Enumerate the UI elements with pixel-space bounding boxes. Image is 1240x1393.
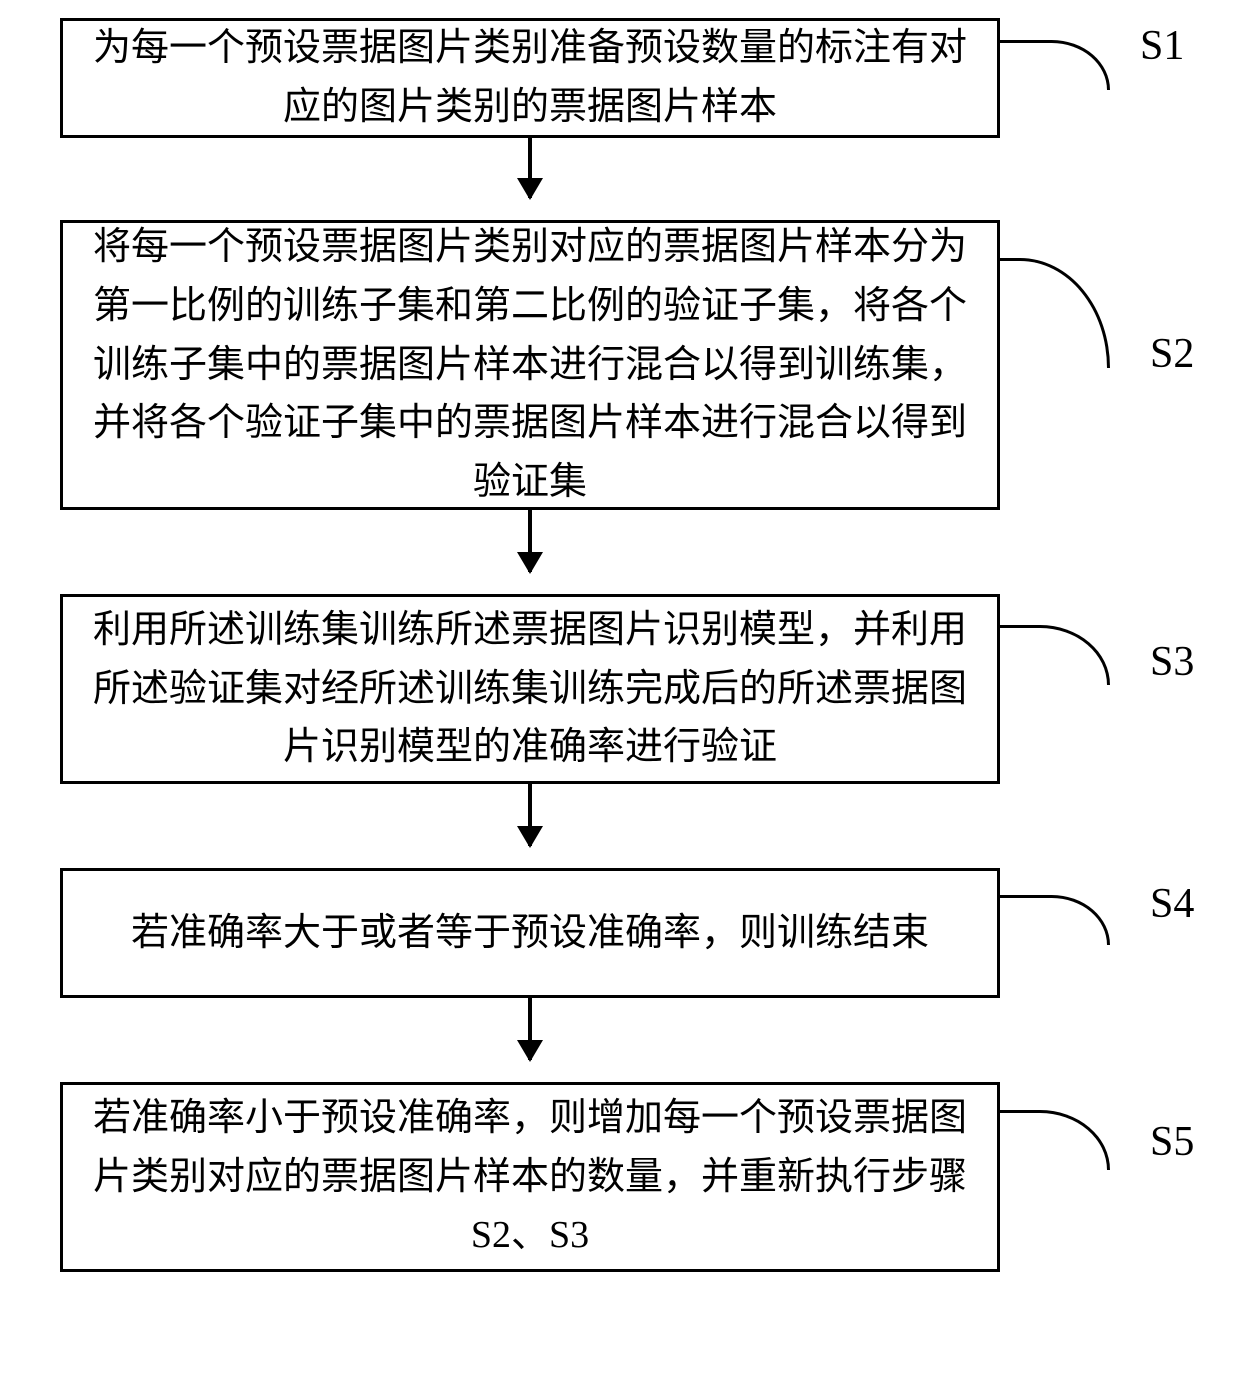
label-connector — [1000, 895, 1110, 945]
flow-arrow — [528, 998, 532, 1060]
flow-step-s1: 为每一个预设票据图片类别准备预设数量的标注有对应的图片类别的票据图片样本 — [60, 18, 1000, 138]
flow-step-text: 若准确率小于预设准确率，则增加每一个预设票据图片类别对应的票据图片样本的数量，并… — [91, 1089, 969, 1266]
flow-step-box: 利用所述训练集训练所述票据图片识别模型，并利用所述验证集对经所述训练集训练完成后… — [60, 594, 1000, 784]
step-label-s2: S2 — [1150, 330, 1194, 378]
flow-step-box: 为每一个预设票据图片类别准备预设数量的标注有对应的图片类别的票据图片样本 — [60, 18, 1000, 138]
step-label-s3: S3 — [1150, 638, 1194, 686]
flow-step-text: 为每一个预设票据图片类别准备预设数量的标注有对应的图片类别的票据图片样本 — [91, 19, 969, 137]
flow-step-text: 若准确率大于或者等于预设准确率，则训练结束 — [131, 904, 929, 963]
label-connector — [1000, 625, 1110, 685]
flow-arrow — [528, 138, 532, 198]
step-label-s1: S1 — [1140, 22, 1184, 70]
flow-step-text: 利用所述训练集训练所述票据图片识别模型，并利用所述验证集对经所述训练集训练完成后… — [91, 601, 969, 778]
flow-step-text: 将每一个预设票据图片类别对应的票据图片样本分为第一比例的训练子集和第二比例的验证… — [91, 218, 969, 512]
label-connector — [1000, 40, 1110, 90]
flow-step-box: 若准确率小于预设准确率，则增加每一个预设票据图片类别对应的票据图片样本的数量，并… — [60, 1082, 1000, 1272]
flow-step-box: 将每一个预设票据图片类别对应的票据图片样本分为第一比例的训练子集和第二比例的验证… — [60, 220, 1000, 510]
step-label-s4: S4 — [1150, 880, 1194, 928]
label-connector — [1000, 1110, 1110, 1170]
flow-step-s5: 若准确率小于预设准确率，则增加每一个预设票据图片类别对应的票据图片样本的数量，并… — [60, 1082, 1000, 1272]
label-connector — [1000, 258, 1110, 368]
step-label-s5: S5 — [1150, 1118, 1194, 1166]
flow-arrow — [528, 510, 532, 572]
flow-step-box: 若准确率大于或者等于预设准确率，则训练结束 — [60, 868, 1000, 998]
flow-step-s2: 将每一个预设票据图片类别对应的票据图片样本分为第一比例的训练子集和第二比例的验证… — [60, 220, 1000, 510]
flow-arrow — [528, 784, 532, 846]
flow-step-s3: 利用所述训练集训练所述票据图片识别模型，并利用所述验证集对经所述训练集训练完成后… — [60, 594, 1000, 784]
flow-step-s4: 若准确率大于或者等于预设准确率，则训练结束 — [60, 868, 1000, 998]
